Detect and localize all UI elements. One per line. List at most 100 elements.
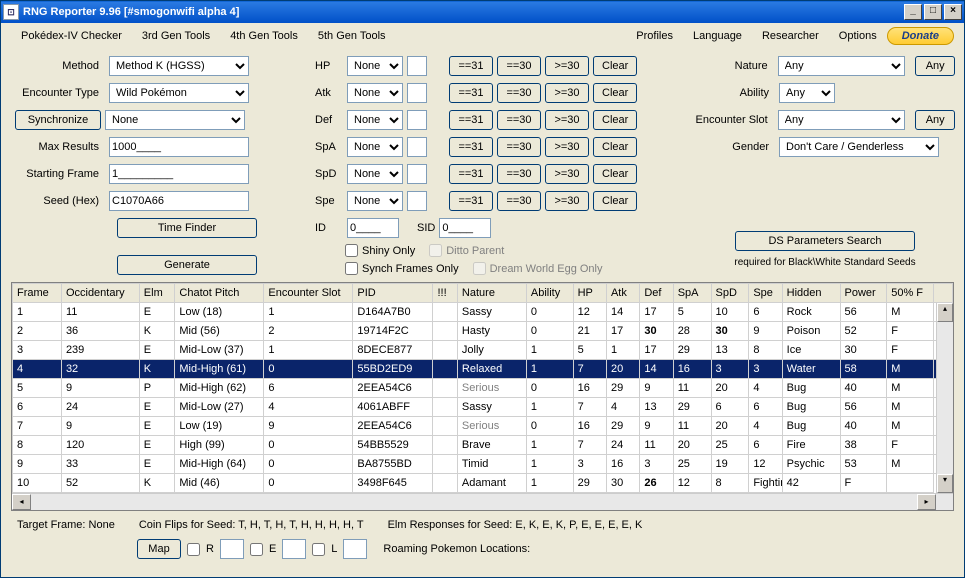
menu-options[interactable]: Options (829, 28, 887, 44)
iv-SpA-eq30[interactable]: ==30 (497, 137, 541, 157)
iv-SpD-eq31[interactable]: ==31 (449, 164, 493, 184)
col-50-f[interactable]: 50% F (887, 284, 934, 303)
maximize-button[interactable]: □ (924, 4, 942, 20)
iv-Def-eq31[interactable]: ==31 (449, 110, 493, 130)
iv-Spe-ge30[interactable]: >=30 (545, 191, 589, 211)
minimize-button[interactable]: _ (904, 4, 922, 20)
col-hp[interactable]: HP (573, 284, 606, 303)
menu-5th-gen[interactable]: 5th Gen Tools (308, 28, 396, 44)
synchronize-button[interactable]: Synchronize (15, 110, 101, 130)
iv-Spe-input[interactable] (407, 191, 427, 211)
shiny-only-checkbox[interactable] (345, 244, 358, 257)
col-pid[interactable]: PID (353, 284, 433, 303)
col--[interactable]: !!! (433, 284, 457, 303)
iv-SpA-ge30[interactable]: >=30 (545, 137, 589, 157)
ds-parameters-button[interactable]: DS Parameters Search (735, 231, 915, 251)
id-input[interactable] (347, 218, 399, 238)
col-spe[interactable]: Spe (749, 284, 782, 303)
table-row[interactable]: 432KMid-High (61)055BD2ED9Relaxed1720141… (13, 360, 953, 379)
time-finder-button[interactable]: Time Finder (117, 218, 257, 238)
gender-select[interactable]: Don't Care / Genderless (779, 137, 939, 157)
table-row[interactable]: 933EMid-High (64)0BA8755BDTimid131632519… (13, 455, 953, 474)
iv-Def-eq30[interactable]: ==30 (497, 110, 541, 130)
iv-SpA-eq31[interactable]: ==31 (449, 137, 493, 157)
table-row[interactable]: 59PMid-High (62)62EEA54C6Serious01629911… (13, 379, 953, 398)
e-input[interactable] (282, 539, 306, 559)
max-results-input[interactable] (109, 137, 249, 157)
col-atk[interactable]: Atk (606, 284, 639, 303)
table-row[interactable]: 111ELow (18)1D164A7B0Sassy01214175106Roc… (13, 303, 953, 322)
menu-pokedex[interactable]: Pokédex-IV Checker (11, 28, 132, 44)
generate-button[interactable]: Generate (117, 255, 257, 275)
starting-frame-input[interactable] (109, 164, 249, 184)
menu-language[interactable]: Language (683, 28, 752, 44)
e-checkbox[interactable] (250, 543, 263, 556)
col-def[interactable]: Def (640, 284, 673, 303)
iv-SpD-input[interactable] (407, 164, 427, 184)
iv-Atk-ge30[interactable]: >=30 (545, 83, 589, 103)
iv-Spe-eq30[interactable]: ==30 (497, 191, 541, 211)
iv-SpD-ge30[interactable]: >=30 (545, 164, 589, 184)
iv-Spe-eq31[interactable]: ==31 (449, 191, 493, 211)
table-row[interactable]: 624EMid-Low (27)44061ABFFSassy174132966B… (13, 398, 953, 417)
vertical-scrollbar[interactable] (936, 303, 953, 493)
iv-HP-input[interactable] (407, 56, 427, 76)
sid-input[interactable] (439, 218, 491, 238)
horizontal-scrollbar[interactable] (12, 493, 953, 510)
seed-input[interactable] (109, 191, 249, 211)
encounter-slot-select[interactable]: Any (778, 110, 906, 130)
iv-HP-eq31[interactable]: ==31 (449, 56, 493, 76)
iv-SpA-input[interactable] (407, 137, 427, 157)
r-checkbox[interactable] (187, 543, 200, 556)
close-button[interactable]: × (944, 4, 962, 20)
iv-HP-eq30[interactable]: ==30 (497, 56, 541, 76)
table-row[interactable]: 1052KMid (46)03498F645Adamant1293026128F… (13, 474, 953, 493)
iv-Atk-select[interactable]: None (347, 83, 403, 103)
table-row[interactable]: 8120EHigh (99)054BB5529Brave17241120256F… (13, 436, 953, 455)
method-select[interactable]: Method K (HGSS) (109, 56, 249, 76)
iv-Atk-eq31[interactable]: ==31 (449, 83, 493, 103)
nature-select[interactable]: Any (778, 56, 906, 76)
iv-Spe-select[interactable]: None (347, 191, 403, 211)
encounter-type-select[interactable]: Wild Pokémon (109, 83, 249, 103)
l-checkbox[interactable] (312, 543, 325, 556)
nature-any-button[interactable]: Any (915, 56, 955, 76)
donate-button[interactable]: Donate (887, 27, 954, 45)
iv-Atk-input[interactable] (407, 83, 427, 103)
table-row[interactable]: 79ELow (19)92EEA54C6Serious01629911204Bu… (13, 417, 953, 436)
table-row[interactable]: 3239EMid-Low (37)18DECE877Jolly151172913… (13, 341, 953, 360)
menu-3rd-gen[interactable]: 3rd Gen Tools (132, 28, 220, 44)
col-nature[interactable]: Nature (457, 284, 526, 303)
col-frame[interactable]: Frame (13, 284, 62, 303)
col-hidden[interactable]: Hidden (782, 284, 840, 303)
slot-any-button[interactable]: Any (915, 110, 955, 130)
iv-Atk-clear[interactable]: Clear (593, 83, 637, 103)
col-spd[interactable]: SpD (711, 284, 749, 303)
iv-HP-select[interactable]: None (347, 56, 403, 76)
iv-Def-clear[interactable]: Clear (593, 110, 637, 130)
iv-Def-input[interactable] (407, 110, 427, 130)
iv-Spe-clear[interactable]: Clear (593, 191, 637, 211)
iv-HP-clear[interactable]: Clear (593, 56, 637, 76)
col-ability[interactable]: Ability (526, 284, 573, 303)
col-encounter-slot[interactable]: Encounter Slot (264, 284, 353, 303)
table-row[interactable]: 236KMid (56)219714F2CHasty021173028309Po… (13, 322, 953, 341)
l-input[interactable] (343, 539, 367, 559)
iv-SpD-select[interactable]: None (347, 164, 403, 184)
results-table[interactable]: FrameOccidentaryElmChatot PitchEncounter… (12, 283, 953, 493)
iv-Atk-eq30[interactable]: ==30 (497, 83, 541, 103)
col-spa[interactable]: SpA (673, 284, 711, 303)
iv-Def-ge30[interactable]: >=30 (545, 110, 589, 130)
synch-frames-checkbox[interactable] (345, 262, 358, 275)
r-input[interactable] (220, 539, 244, 559)
col-power[interactable]: Power (840, 284, 887, 303)
col-elm[interactable]: Elm (139, 284, 175, 303)
iv-SpA-clear[interactable]: Clear (593, 137, 637, 157)
col-chatot-pitch[interactable]: Chatot Pitch (175, 284, 264, 303)
menu-researcher[interactable]: Researcher (752, 28, 829, 44)
iv-SpD-clear[interactable]: Clear (593, 164, 637, 184)
ability-select[interactable]: Any (779, 83, 835, 103)
iv-SpD-eq30[interactable]: ==30 (497, 164, 541, 184)
iv-Def-select[interactable]: None (347, 110, 403, 130)
synchronize-select[interactable]: None (105, 110, 245, 130)
